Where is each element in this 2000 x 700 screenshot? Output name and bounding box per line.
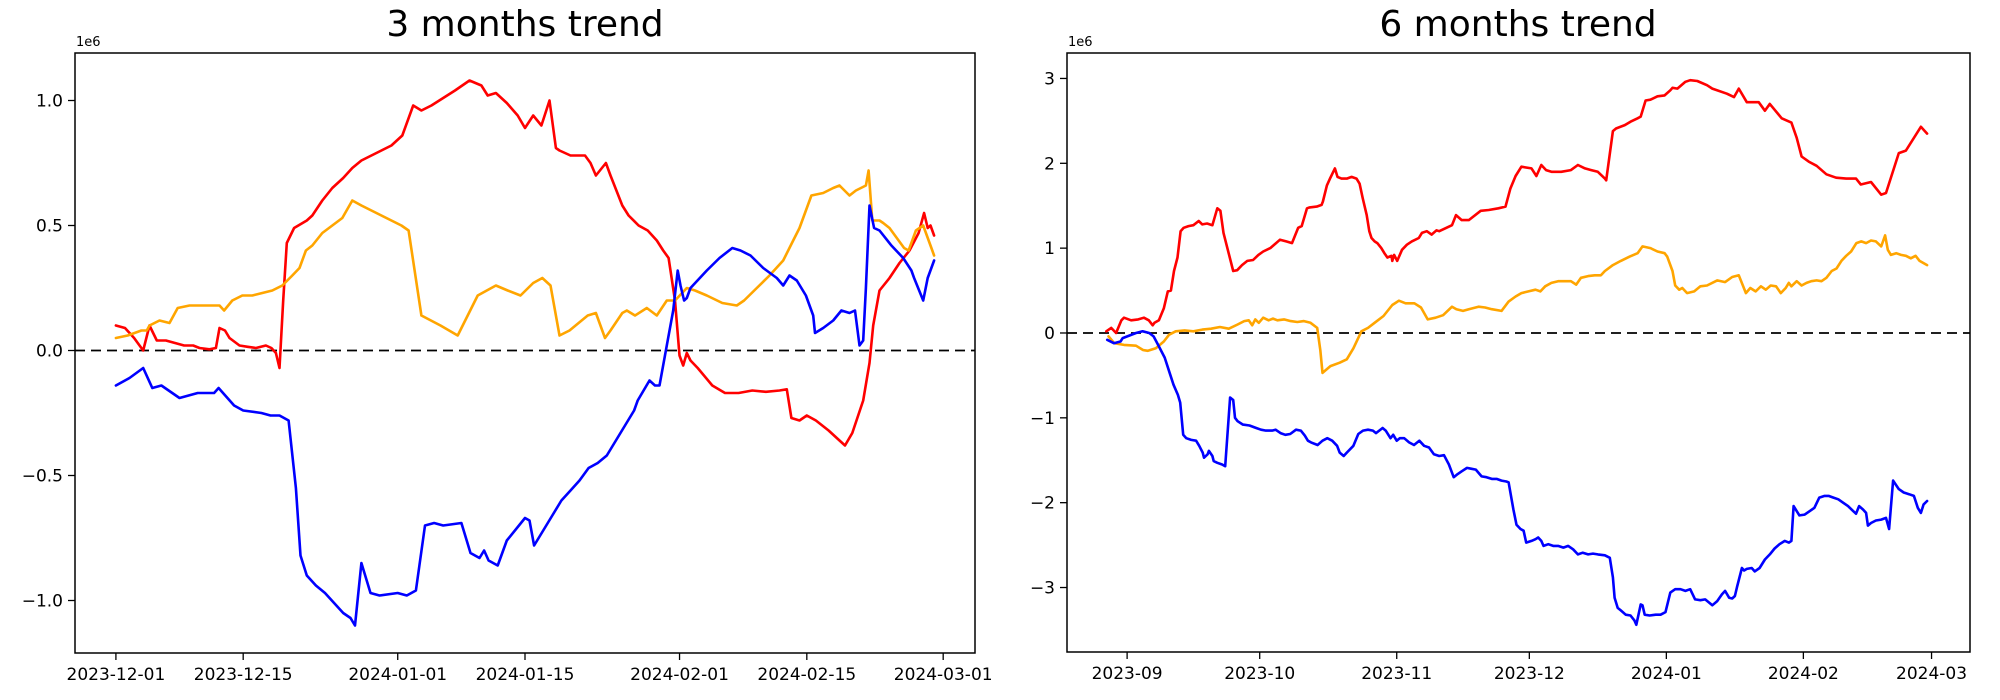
- x-tick-label: 2024-03: [1896, 664, 1967, 684]
- series-line-blue: [1105, 329, 1929, 627]
- x-tick-label: 2024-01: [1631, 664, 1702, 684]
- left-chart-plot: 1.0 0.5 0.0 −0.5 −1.0 2023-12-01 2023-12-15 202…: [22, 52, 993, 685]
- x-tick-label: 2024-02-01: [630, 665, 729, 685]
- series-line-red: [114, 79, 936, 447]
- series-line-blue: [114, 204, 936, 627]
- y-tick-label: −1: [1030, 409, 1055, 429]
- y-tick-label: 1: [1044, 239, 1055, 259]
- y-tick-label: −2: [1030, 494, 1055, 514]
- x-tick-label: 2024-03-01: [894, 665, 993, 685]
- series-line-orange: [114, 169, 936, 340]
- y-tick-label: 0.5: [36, 217, 63, 237]
- y-tick-label: 1.0: [36, 92, 63, 112]
- left-chart-title: 3 months trend: [386, 4, 663, 45]
- series-line-orange: [1107, 234, 1929, 375]
- left-y-axis-offset-label: 1e6: [76, 35, 101, 50]
- x-tick-label: 2023-12-15: [194, 665, 293, 685]
- right-chart-title: 6 months trend: [1379, 4, 1656, 45]
- right-chart-plot: 3 2 1 0 −1 −2 −3 2023-09 2023-10 2023-11 2023-12 20…: [1030, 52, 1971, 684]
- plot-border: [74, 52, 976, 654]
- y-tick-label: −0.5: [22, 467, 63, 487]
- y-tick-label: 0.0: [36, 342, 63, 362]
- x-tick-label: 2024-02-15: [757, 665, 856, 685]
- x-tick-label: 2024-01-01: [348, 665, 447, 685]
- y-tick-label: 0: [1044, 324, 1055, 344]
- x-tick-label: 2023-09: [1092, 664, 1163, 684]
- x-tick-label: 2023-10: [1224, 664, 1295, 684]
- x-tick-label: 2023-11: [1361, 664, 1432, 684]
- y-tick-label: −1.0: [22, 592, 63, 612]
- y-tick-label: −3: [1030, 579, 1055, 599]
- y-tick-label: 3: [1044, 69, 1055, 89]
- x-tick-label: 2023-12: [1494, 664, 1565, 684]
- right-y-axis-offset-label: 1e6: [1068, 35, 1093, 50]
- x-tick-label: 2024-01-15: [476, 665, 575, 685]
- series-line-red: [1105, 78, 1929, 335]
- x-tick-label: 2024-02: [1768, 664, 1839, 684]
- y-tick-label: 2: [1044, 154, 1055, 174]
- x-tick-label: 2023-12-01: [67, 665, 166, 685]
- plot-border: [1066, 52, 1971, 653]
